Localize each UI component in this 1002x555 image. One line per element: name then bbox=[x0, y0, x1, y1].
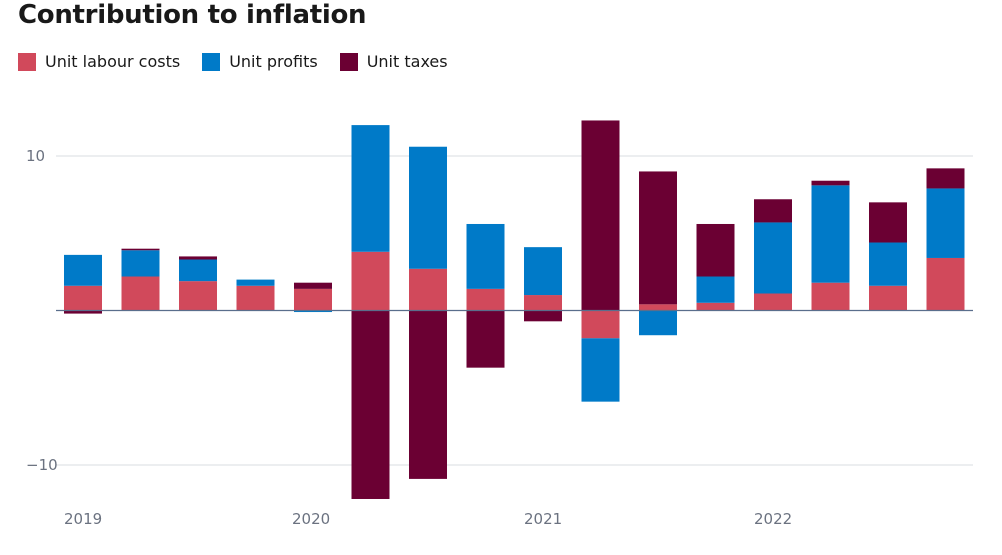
x-tick-label: 2019 bbox=[64, 510, 102, 528]
bar-unit-taxes bbox=[926, 168, 965, 189]
bar-unit-labour-costs bbox=[926, 257, 965, 311]
y-tick-label: 10 bbox=[26, 147, 45, 165]
bar-unit-taxes bbox=[581, 120, 620, 311]
bar-unit-profits bbox=[754, 222, 792, 294]
bar-unit-labour-costs bbox=[351, 251, 390, 311]
bar-unit-profits bbox=[524, 247, 562, 296]
legend-label-labour: Unit labour costs bbox=[45, 52, 181, 71]
bar-unit-labour-costs bbox=[869, 285, 907, 311]
bar-unit-taxes bbox=[754, 199, 792, 223]
legend-swatch-taxes bbox=[339, 52, 358, 71]
legend-item-labour[interactable]: Unit labour costs bbox=[18, 52, 180, 71]
bar-unit-taxes bbox=[294, 282, 332, 289]
bar-unit-taxes bbox=[696, 223, 735, 277]
bar-unit-profits bbox=[581, 338, 620, 402]
x-tick-label: 2021 bbox=[524, 510, 562, 528]
bar-unit-taxes bbox=[524, 310, 562, 322]
bar-unit-profits bbox=[639, 310, 677, 336]
bar-unit-labour-costs bbox=[754, 293, 792, 311]
bar-unit-labour-costs bbox=[639, 304, 677, 311]
bar-unit-labour-costs bbox=[524, 295, 562, 311]
bar-unit-profits bbox=[64, 254, 102, 286]
x-tick-label: 2020 bbox=[292, 510, 330, 528]
bar-unit-profits bbox=[811, 185, 850, 283]
bar-unit-labour-costs bbox=[409, 268, 447, 311]
bar-unit-taxes bbox=[639, 171, 677, 305]
bar-unit-taxes bbox=[64, 310, 102, 314]
legend-label-taxes: Unit taxes bbox=[366, 52, 448, 71]
x-tick-label: 2022 bbox=[754, 510, 792, 528]
bar-unit-taxes bbox=[351, 310, 390, 499]
bar-unit-profits bbox=[466, 223, 505, 289]
bar-unit-profits bbox=[696, 276, 735, 303]
bar-unit-labour-costs bbox=[696, 302, 735, 311]
bar-unit-profits bbox=[926, 188, 965, 258]
chart-title: Contribution to inflation bbox=[18, 0, 367, 30]
bar-unit-labour-costs bbox=[236, 285, 275, 311]
bar-unit-profits bbox=[294, 310, 332, 313]
legend-item-taxes[interactable]: Unit taxes bbox=[339, 52, 448, 71]
bar-unit-taxes bbox=[811, 180, 850, 186]
bar-unit-labour-costs bbox=[121, 276, 160, 311]
bar-unit-profits bbox=[121, 250, 160, 277]
bar-unit-profits bbox=[351, 125, 390, 252]
y-tick-label: −10 bbox=[26, 456, 58, 474]
legend-swatch-profits bbox=[202, 52, 221, 71]
bar-unit-labour-costs bbox=[64, 285, 102, 311]
bar-unit-taxes bbox=[121, 248, 160, 251]
legend-swatch-labour bbox=[18, 52, 36, 71]
bar-unit-labour-costs bbox=[294, 288, 332, 311]
legend-item-profits[interactable]: Unit profits bbox=[202, 52, 318, 71]
bar-unit-labour-costs bbox=[811, 282, 850, 311]
bar-unit-taxes bbox=[409, 310, 447, 479]
bar-unit-taxes bbox=[466, 310, 505, 368]
legend-label-profits: Unit profits bbox=[229, 52, 318, 71]
legend: Unit labour costs Unit profits Unit taxe… bbox=[18, 52, 470, 71]
bar-unit-taxes bbox=[179, 256, 217, 260]
bar-unit-labour-costs bbox=[179, 281, 217, 311]
bar-unit-profits bbox=[409, 146, 447, 269]
bar-unit-profits bbox=[236, 279, 275, 286]
bar-unit-taxes bbox=[869, 202, 907, 243]
bar-unit-labour-costs bbox=[581, 310, 620, 339]
bar-unit-labour-costs bbox=[466, 288, 505, 311]
bar-unit-profits bbox=[869, 242, 907, 286]
bar-unit-profits bbox=[179, 259, 217, 282]
